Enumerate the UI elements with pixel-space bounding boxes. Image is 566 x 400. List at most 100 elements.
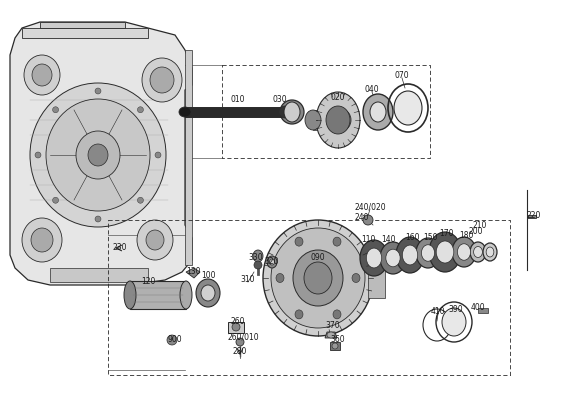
Text: 150: 150 <box>423 232 438 242</box>
Text: 280: 280 <box>233 348 247 356</box>
Ellipse shape <box>271 228 365 328</box>
Ellipse shape <box>333 237 341 246</box>
Ellipse shape <box>452 237 476 267</box>
Text: 260: 260 <box>231 318 245 326</box>
Ellipse shape <box>360 240 388 276</box>
Text: 070: 070 <box>395 72 409 80</box>
Ellipse shape <box>46 99 150 211</box>
Polygon shape <box>313 110 343 130</box>
Text: 370: 370 <box>325 320 340 330</box>
Ellipse shape <box>332 343 338 349</box>
Ellipse shape <box>326 106 350 134</box>
Ellipse shape <box>95 216 101 222</box>
Ellipse shape <box>436 241 454 263</box>
Ellipse shape <box>179 107 191 117</box>
Text: 130: 130 <box>186 268 200 276</box>
Ellipse shape <box>22 218 62 262</box>
Ellipse shape <box>422 245 435 261</box>
Ellipse shape <box>269 259 275 265</box>
Ellipse shape <box>483 243 497 261</box>
Polygon shape <box>10 22 192 285</box>
Ellipse shape <box>24 55 60 95</box>
Ellipse shape <box>305 110 321 130</box>
Text: 180: 180 <box>459 232 473 240</box>
Ellipse shape <box>150 67 174 93</box>
Text: 310: 310 <box>241 276 255 284</box>
Ellipse shape <box>474 246 482 258</box>
Ellipse shape <box>138 197 143 203</box>
Ellipse shape <box>279 106 291 118</box>
Ellipse shape <box>142 58 182 102</box>
Text: 200: 200 <box>469 228 483 236</box>
Text: 260/010: 260/010 <box>227 332 259 342</box>
Ellipse shape <box>386 249 400 267</box>
Polygon shape <box>185 50 192 265</box>
Ellipse shape <box>366 248 381 268</box>
Ellipse shape <box>394 91 422 125</box>
Ellipse shape <box>402 245 418 265</box>
Text: 090: 090 <box>311 254 325 262</box>
Ellipse shape <box>95 88 101 94</box>
Ellipse shape <box>352 274 360 282</box>
Polygon shape <box>330 342 340 350</box>
Text: 360: 360 <box>331 336 345 344</box>
Ellipse shape <box>442 308 466 336</box>
Text: 030: 030 <box>273 96 288 104</box>
Ellipse shape <box>32 64 52 86</box>
Ellipse shape <box>284 102 300 122</box>
Polygon shape <box>325 332 337 338</box>
Ellipse shape <box>396 237 424 273</box>
Text: 160: 160 <box>405 232 419 242</box>
Text: 210: 210 <box>473 220 487 230</box>
Text: 320: 320 <box>265 258 279 266</box>
Ellipse shape <box>486 247 494 257</box>
Ellipse shape <box>293 250 343 306</box>
Ellipse shape <box>304 262 332 294</box>
Ellipse shape <box>335 110 351 130</box>
Ellipse shape <box>137 220 173 260</box>
Ellipse shape <box>254 261 262 269</box>
Ellipse shape <box>333 310 341 319</box>
Ellipse shape <box>267 256 277 268</box>
Polygon shape <box>50 268 148 282</box>
Polygon shape <box>228 322 244 333</box>
Ellipse shape <box>155 152 161 158</box>
Ellipse shape <box>31 228 53 252</box>
Ellipse shape <box>180 281 192 309</box>
Ellipse shape <box>457 244 470 260</box>
Text: 240/020: 240/020 <box>354 202 386 212</box>
Text: 390: 390 <box>449 306 464 314</box>
Ellipse shape <box>470 242 486 262</box>
Ellipse shape <box>316 92 360 148</box>
Polygon shape <box>186 268 200 278</box>
Ellipse shape <box>327 332 335 338</box>
Text: 140: 140 <box>381 236 395 244</box>
Polygon shape <box>478 308 488 313</box>
Polygon shape <box>185 107 285 117</box>
Ellipse shape <box>429 232 461 272</box>
Ellipse shape <box>196 279 220 307</box>
Ellipse shape <box>76 131 120 179</box>
Ellipse shape <box>167 335 177 345</box>
Ellipse shape <box>380 242 406 274</box>
Polygon shape <box>130 281 186 309</box>
Ellipse shape <box>35 152 41 158</box>
Polygon shape <box>368 258 385 298</box>
Text: 040: 040 <box>365 86 379 94</box>
Ellipse shape <box>295 310 303 319</box>
Ellipse shape <box>276 274 284 282</box>
Ellipse shape <box>363 94 393 130</box>
Polygon shape <box>22 28 148 38</box>
Ellipse shape <box>124 281 136 309</box>
Ellipse shape <box>53 197 58 203</box>
Text: 010: 010 <box>231 96 245 104</box>
Ellipse shape <box>146 230 164 250</box>
Text: 220: 220 <box>527 210 541 220</box>
Text: 110: 110 <box>361 236 375 244</box>
Ellipse shape <box>30 83 166 227</box>
Ellipse shape <box>232 323 240 331</box>
Text: 410: 410 <box>431 308 445 316</box>
Ellipse shape <box>280 100 304 124</box>
Text: 020: 020 <box>331 92 345 102</box>
Ellipse shape <box>263 220 373 336</box>
